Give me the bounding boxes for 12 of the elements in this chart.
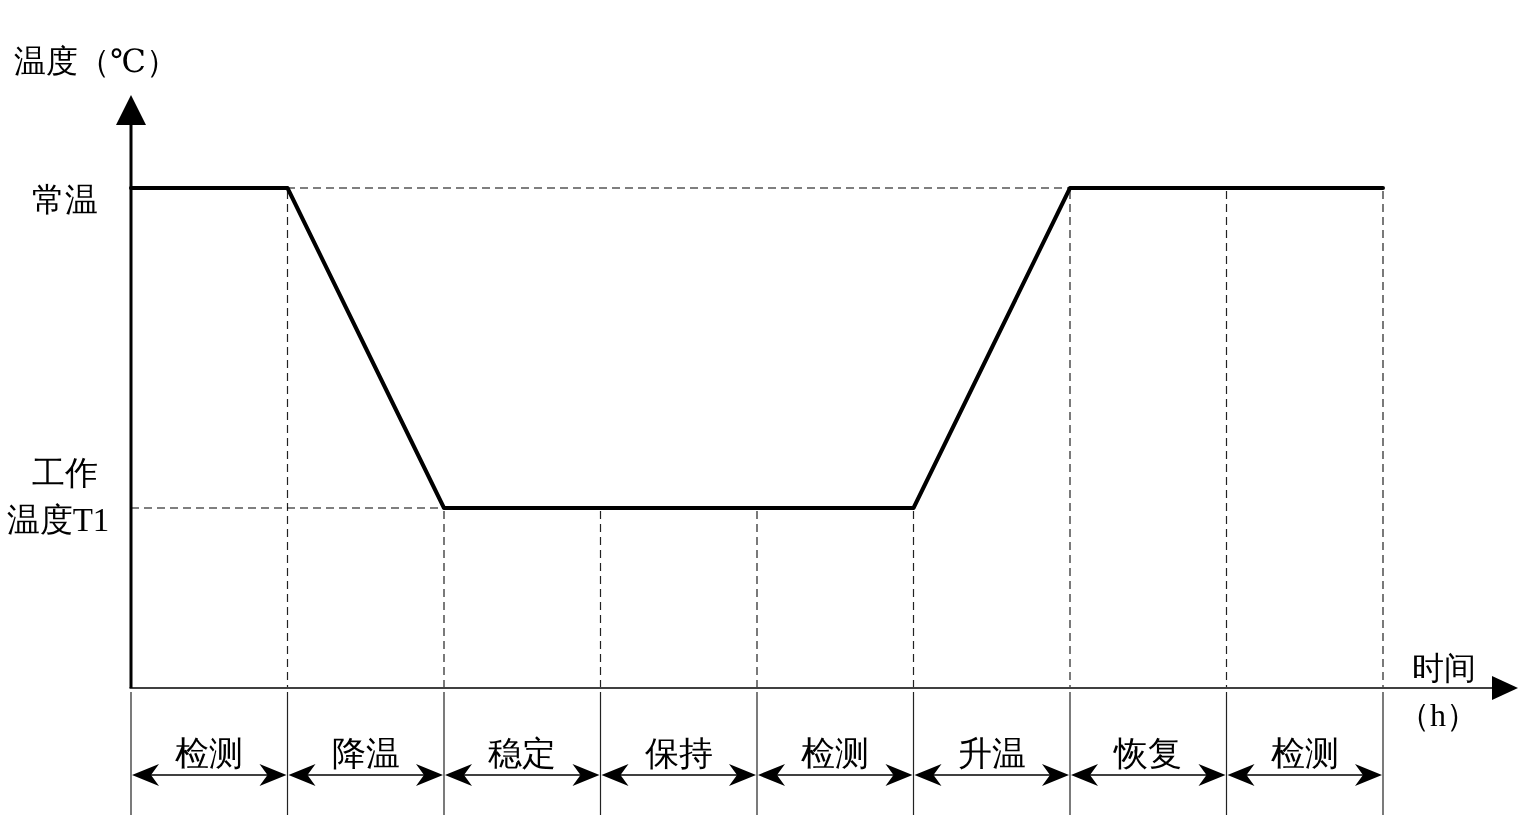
y-axis-title: 温度（℃） xyxy=(14,43,178,80)
ref-line-label: 工作温度T1 xyxy=(5,454,111,540)
x-tick-label: 升温 xyxy=(957,735,1026,773)
x-tick-label: 稳定 xyxy=(488,735,557,773)
x-tick-label: 保持 xyxy=(644,735,713,773)
ref-line-label: 常温 xyxy=(31,181,99,220)
x-tick-label: 恢复 xyxy=(1113,735,1183,773)
x-axis-title: 时间（h） xyxy=(1397,649,1479,735)
x-tick-label: 检测 xyxy=(1270,735,1339,773)
x-tick-label: 降温 xyxy=(331,735,400,773)
x-tick-label: 检测 xyxy=(175,735,244,773)
x-tick-label: 检测 xyxy=(801,735,870,773)
